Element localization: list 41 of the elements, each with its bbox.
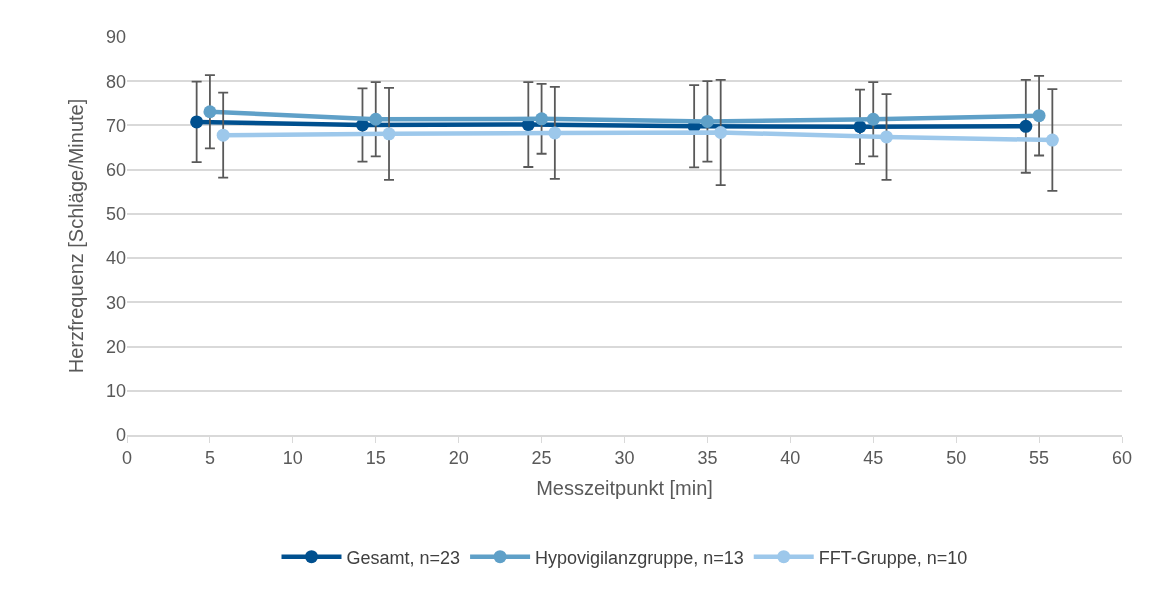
- point: [382, 127, 396, 141]
- x-tick-label: 15: [365, 448, 386, 469]
- x-tick-label: 5: [204, 448, 215, 469]
- x-tick-label: 10: [282, 448, 303, 469]
- y-tick-label: 80: [105, 71, 126, 92]
- x-tick-label: 60: [1111, 448, 1133, 469]
- y-tick-label: 0: [115, 425, 126, 446]
- x-tick-label: 55: [1029, 448, 1050, 469]
- x-tick-label: 20: [448, 448, 469, 469]
- legend-label: Hypovigilanzgruppe, n=13: [535, 547, 744, 568]
- y-tick-label: 90: [105, 27, 126, 48]
- point: [1019, 119, 1033, 133]
- y-tick-label: 30: [105, 292, 126, 313]
- point: [369, 112, 383, 126]
- point: [880, 130, 894, 144]
- point: [190, 115, 204, 129]
- point: [548, 126, 562, 140]
- legend-label: FFT-Gruppe, n=10: [818, 547, 968, 568]
- y-tick-label: 10: [105, 381, 126, 402]
- point: [535, 112, 549, 126]
- point: [216, 128, 230, 142]
- x-tick-label: 45: [863, 448, 884, 469]
- y-tick-label: 40: [105, 248, 126, 269]
- point: [203, 105, 217, 119]
- point: [866, 112, 880, 126]
- point: [700, 114, 714, 128]
- x-tick-label: 40: [780, 448, 801, 469]
- point: [714, 126, 728, 140]
- point: [1032, 109, 1046, 123]
- x-tick-label: 50: [946, 448, 967, 469]
- y-tick-label: 50: [105, 204, 126, 225]
- y-tick-label: 60: [105, 159, 126, 180]
- x-tick-label: 25: [531, 448, 552, 469]
- y-axis-title: Herzfrequenz [Schläge/Minute]: [65, 98, 88, 374]
- x-axis-title: Messzeitpunkt [min]: [536, 477, 713, 500]
- point: [1045, 133, 1059, 147]
- x-tick-label: 35: [697, 448, 718, 469]
- legend-label: Gesamt, n=23: [346, 547, 461, 568]
- y-tick-label: 20: [105, 336, 126, 357]
- y-tick-label: 70: [105, 115, 126, 136]
- x-tick-label: 30: [614, 448, 635, 469]
